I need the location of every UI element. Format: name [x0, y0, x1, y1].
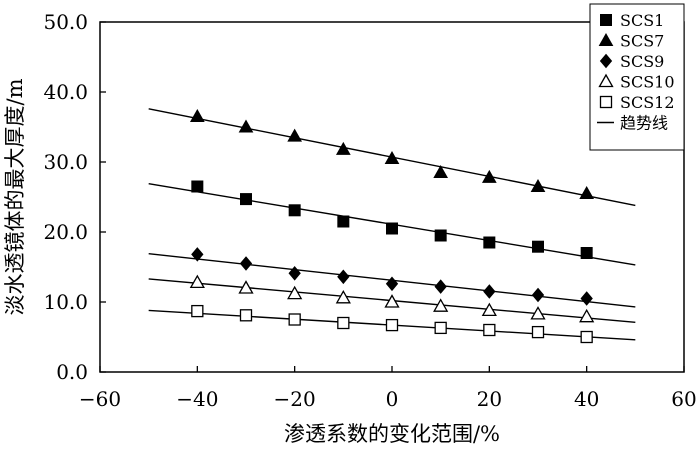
legend-label-scs12: SCS12 — [620, 93, 675, 112]
data-point-scs10 — [481, 302, 497, 317]
data-point-scs12 — [580, 330, 593, 344]
data-point-scs1 — [288, 204, 301, 217]
legend-marker-scs9 — [599, 53, 613, 69]
legend-label-scs1: SCS1 — [620, 11, 664, 30]
data-point-scs12 — [483, 323, 496, 337]
data-point-scs12 — [531, 325, 545, 339]
data-point-scs9 — [531, 287, 545, 303]
data-points — [189, 108, 595, 344]
x-tick-label: 20 — [477, 387, 502, 411]
x-tick-label: −20 — [274, 387, 316, 411]
x-tick-label: −60 — [79, 387, 121, 411]
legend-label-trend-line: 趋势线 — [620, 114, 668, 133]
data-point-scs9 — [385, 276, 399, 292]
data-point-scs7 — [384, 150, 400, 164]
data-point-scs12 — [239, 309, 253, 322]
data-point-scs7 — [433, 164, 449, 178]
y-tick-label: 10.0 — [43, 290, 88, 314]
data-point-scs10 — [530, 306, 546, 320]
legend-marker-scs10 — [598, 73, 614, 88]
data-point-scs10 — [189, 274, 205, 289]
axis-ticks: −60 −40 −20 0 20 40 60 0.0 10.0 20.0 30.0 40.0 50.0 — [43, 10, 696, 411]
x-tick-label: 0 — [386, 387, 399, 411]
data-point-scs1 — [191, 180, 204, 193]
data-point-scs10 — [384, 294, 400, 308]
data-point-scs12 — [337, 316, 350, 330]
y-tick-label: 0.0 — [56, 360, 88, 384]
data-point-scs1 — [386, 222, 398, 235]
y-axis-title: 淡水透镜体的最大厚度/m — [3, 78, 27, 315]
x-tick-label: −40 — [176, 387, 218, 411]
data-point-scs12 — [288, 313, 301, 326]
data-point-scs9 — [483, 284, 496, 299]
legend-marker-scs12 — [599, 95, 613, 109]
data-point-scs1 — [434, 229, 447, 242]
data-point-scs1 — [240, 193, 252, 206]
data-point-scs10 — [579, 308, 595, 323]
data-point-scs10 — [287, 285, 303, 300]
x-tick-label: 40 — [574, 387, 599, 411]
data-point-scs12 — [385, 318, 399, 332]
legend-marker-scs7 — [598, 32, 614, 46]
data-point-scs7 — [579, 185, 595, 199]
legend-label-scs9: SCS9 — [620, 52, 664, 71]
data-point-scs7 — [335, 141, 351, 155]
data-point-scs7 — [481, 169, 497, 183]
y-tick-label: 40.0 — [43, 80, 88, 104]
data-point-scs9 — [288, 266, 301, 281]
data-point-scs1 — [580, 247, 593, 259]
data-point-scs9 — [337, 269, 350, 285]
y-tick-label: 50.0 — [43, 10, 88, 34]
data-point-scs7 — [530, 178, 546, 192]
legend-label-scs10: SCS10 — [620, 73, 675, 92]
legend-label-scs7: SCS7 — [620, 32, 664, 51]
data-point-scs12 — [434, 321, 447, 335]
data-point-scs7 — [189, 108, 205, 122]
data-point-scs12 — [191, 304, 204, 318]
data-point-scs7 — [287, 128, 303, 142]
data-point-scs10 — [433, 298, 449, 312]
data-point-scs1 — [337, 215, 350, 228]
data-point-scs9 — [191, 247, 204, 262]
x-tick-label: 60 — [671, 387, 696, 411]
data-point-scs9 — [434, 279, 447, 294]
data-point-scs1 — [532, 240, 544, 253]
x-axis-title: 渗透系数的变化范围/% — [284, 422, 500, 446]
data-point-scs7 — [238, 119, 254, 133]
data-point-scs1 — [483, 236, 496, 249]
legend-marker-scs1 — [600, 14, 612, 26]
y-tick-label: 30.0 — [43, 150, 88, 174]
data-point-scs9 — [239, 256, 253, 271]
y-tick-label: 20.0 — [43, 220, 88, 244]
data-point-scs10 — [238, 280, 254, 294]
data-point-scs10 — [335, 289, 351, 304]
data-point-scs9 — [580, 291, 593, 306]
